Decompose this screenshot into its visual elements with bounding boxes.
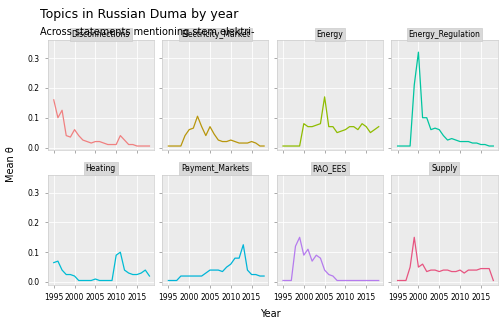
Title: RAO_EES: RAO_EES	[312, 164, 347, 173]
Text: Year: Year	[260, 309, 280, 319]
Title: Heating: Heating	[86, 164, 116, 173]
Title: Payment_Markets: Payment_Markets	[181, 164, 249, 173]
Title: Disconnections: Disconnections	[72, 30, 130, 39]
Title: Energy: Energy	[316, 30, 343, 39]
Text: Mean θ: Mean θ	[6, 146, 16, 182]
Title: Electricity_Market: Electricity_Market	[181, 30, 250, 39]
Title: Supply: Supply	[432, 164, 458, 173]
Text: Topics in Russian Duma by year: Topics in Russian Duma by year	[40, 8, 238, 21]
Text: Across statements mentioning stem elektri-: Across statements mentioning stem elektr…	[40, 27, 254, 37]
Title: Energy_Regulation: Energy_Regulation	[408, 30, 480, 39]
